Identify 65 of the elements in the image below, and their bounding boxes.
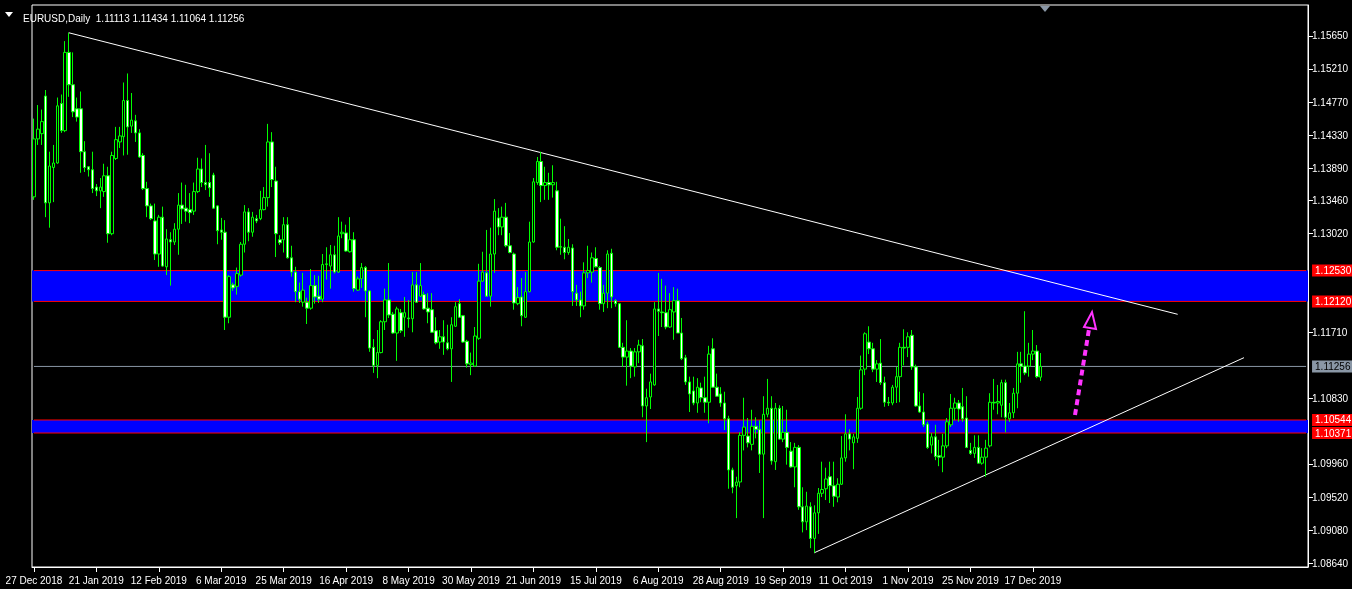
y-tick-label: 1.14770 <box>1312 96 1349 108</box>
y-tick-label: 1.09080 <box>1312 524 1349 536</box>
candlestick <box>329 244 332 290</box>
y-tick-label: 1.09960 <box>1312 458 1349 470</box>
candlestick <box>828 461 832 504</box>
y-tick-label: 1.09520 <box>1312 491 1349 503</box>
y-tick-label: 1.11710 <box>1312 326 1348 338</box>
candlestick <box>672 286 676 341</box>
candlestick <box>442 319 445 356</box>
candlestick <box>79 91 83 174</box>
candlestick <box>977 434 980 464</box>
x-tick-label: 28 Aug 2019 <box>692 574 750 586</box>
x-tick-label: 12 Feb 2019 <box>130 574 188 586</box>
candlestick <box>625 319 629 387</box>
x-tick-label: 11 Oct 2019 <box>818 574 873 586</box>
ref-line-label: 1.12120 <box>1315 295 1352 307</box>
candlestick <box>259 190 262 221</box>
candlestick <box>571 243 574 307</box>
x-tick-label: 6 Mar 2019 <box>195 574 247 586</box>
ref-line-label: 1.12530 <box>1315 265 1352 277</box>
candlestick <box>266 123 270 208</box>
candlestick <box>832 461 836 508</box>
candlestick <box>606 249 609 309</box>
y-tick-label: 1.13890 <box>1312 162 1349 174</box>
x-tick-label: 25 Mar 2019 <box>255 574 313 586</box>
x-tick-label: 17 Dec 2019 <box>1004 574 1062 586</box>
ref-line-label: 1.11256 <box>1315 360 1351 372</box>
candlestick <box>403 296 406 338</box>
candlestick <box>223 219 227 331</box>
y-tick-label: 1.15650 <box>1312 30 1349 42</box>
ref-line-label: 1.10544 <box>1315 414 1352 426</box>
x-tick-label: 30 May 2019 <box>442 574 501 586</box>
x-tick-label: 6 Aug 2019 <box>632 574 685 586</box>
x-tick-label: 21 Jun 2019 <box>505 574 562 586</box>
x-tick-label: 16 Apr 2019 <box>319 574 374 586</box>
y-tick-label: 1.14330 <box>1312 129 1349 141</box>
candlestick <box>512 252 516 311</box>
candlestick <box>395 306 399 362</box>
y-tick-label: 1.15210 <box>1312 63 1349 75</box>
ref-line-label: 1.10371 <box>1315 427 1352 439</box>
candlestick <box>610 248 613 309</box>
candlestick <box>750 409 754 451</box>
candlestick <box>184 184 188 223</box>
candlestick <box>337 216 340 274</box>
x-tick-label: 8 May 2019 <box>382 574 436 586</box>
candlestick <box>126 72 129 156</box>
x-tick-label: 21 Jan 2019 <box>68 574 125 586</box>
x-tick-label: 19 Sep 2019 <box>754 574 812 586</box>
candlestick <box>785 409 789 466</box>
x-tick-label: 25 Nov 2019 <box>942 574 1000 586</box>
y-tick-label: 1.13020 <box>1312 228 1349 240</box>
y-tick-label: 1.10830 <box>1312 392 1349 404</box>
candlestick <box>251 211 254 238</box>
x-tick-label: 1 Nov 2019 <box>882 574 935 586</box>
y-tick-label: 1.13460 <box>1312 195 1349 207</box>
text: EURUSD,Daily 1.11113 1.11434 1.11064 1.11256 <box>23 12 245 24</box>
candlestick <box>696 377 699 414</box>
x-tick-label: 27 Dec 2018 <box>5 574 63 586</box>
candlestick <box>1004 379 1007 433</box>
candlestick <box>539 151 543 203</box>
x-tick-label: 15 Jul 2019 <box>570 574 623 586</box>
y-tick-label: 1.08640 <box>1312 557 1349 569</box>
candlestick <box>411 271 414 333</box>
candlestick <box>984 439 988 478</box>
candlestick <box>91 151 94 194</box>
